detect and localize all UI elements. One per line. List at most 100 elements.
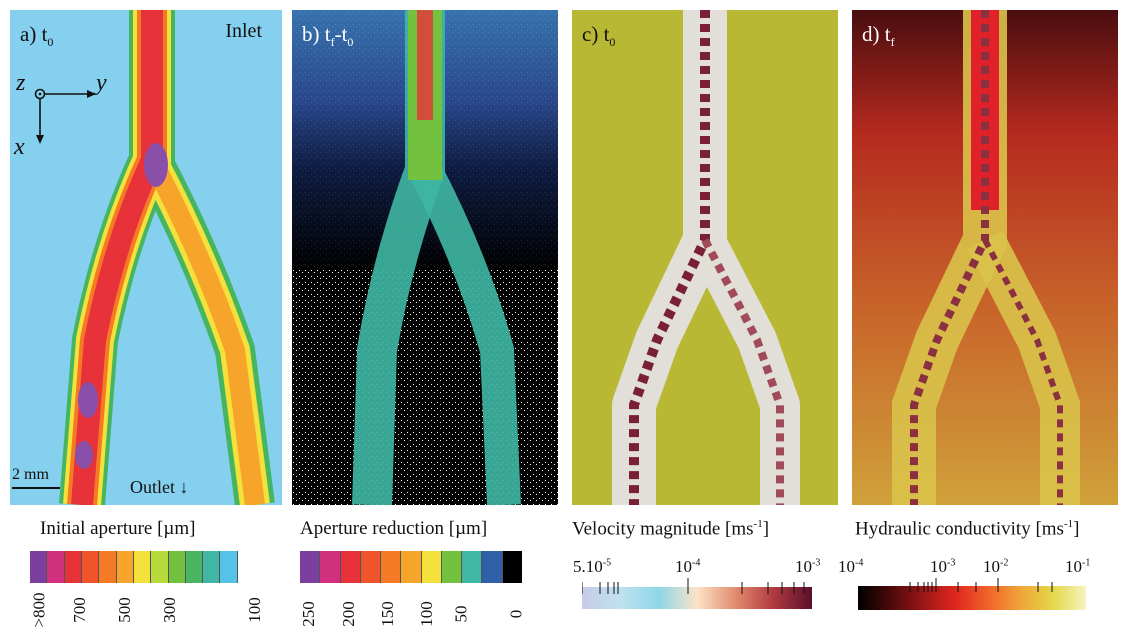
reduction-swatch-7	[440, 551, 462, 583]
velocity-title-sup: -1	[753, 518, 763, 530]
reduction-swatch-3	[359, 551, 381, 583]
panel-a-label: a) t0	[20, 22, 53, 50]
panel-c-label: c) t0	[582, 22, 615, 50]
panel-c-time-sub: 0	[609, 35, 616, 50]
conductivity-colorbar	[858, 586, 1086, 610]
panel-velocity: c) t0	[572, 10, 838, 505]
aperture-tick-label: 700	[69, 597, 89, 623]
reduction-tick-label: 0	[506, 609, 526, 619]
inlet-label: Inlet	[225, 20, 262, 42]
conductivity-tick-0: 10-4	[838, 557, 863, 577]
aperture-swatch-4	[98, 551, 116, 583]
panel-d-time: t	[884, 22, 891, 46]
panel-conductivity: d) tf	[852, 10, 1118, 505]
axis-arrows-icon	[34, 88, 96, 144]
velocity-tick-mid-sup: -4	[692, 557, 701, 569]
reduction-swatch-10	[501, 551, 522, 583]
conductivity-tick-0-sup: -4	[855, 557, 864, 569]
conductivity-tick-1-sup: -3	[947, 557, 956, 569]
panel-b-time: t	[324, 22, 331, 46]
aperture-swatch-9	[184, 551, 203, 583]
outlet-text: Outlet	[130, 477, 175, 497]
panel-initial-aperture: a) t0 Inlet z y x 2 mm Outlet ↓	[10, 10, 282, 505]
reduction-tick-label: 200	[338, 601, 358, 627]
aperture-swatch-8	[167, 551, 185, 583]
reduction-swatch-5	[400, 551, 421, 583]
scale-bar	[12, 487, 60, 489]
outlet-label: Outlet ↓	[130, 477, 189, 498]
aperture-swatch-7	[150, 551, 168, 583]
reduction-colorbar-title: Aperture reduction [µm]	[300, 518, 488, 539]
panel-b-minus-sub: 0	[347, 35, 354, 50]
aperture-map	[10, 10, 282, 505]
reduction-tick-label: 50	[451, 605, 471, 623]
velocity-tick-mid: 10-4	[675, 557, 700, 577]
reduction-tick-label: 150	[377, 601, 397, 627]
aperture-colorbar-title: Initial aperture [µm]	[40, 518, 196, 539]
aperture-swatch-11	[219, 551, 237, 583]
conductivity-tick-3-base: 10	[1065, 557, 1082, 576]
panel-b-letter: b)	[302, 22, 320, 46]
aperture-swatch-0	[30, 551, 47, 583]
velocity-title-end: ]	[762, 518, 770, 540]
velocity-tick-max: 10-3	[795, 557, 820, 577]
aperture-swatch-10	[202, 551, 220, 583]
conductivity-tick-2-sup: -2	[1000, 557, 1009, 569]
velocity-tick-mid-base: 10	[675, 557, 692, 576]
panel-a-time: t	[41, 22, 48, 46]
reduction-colorbar	[300, 551, 522, 583]
conductivity-tick-2-base: 10	[983, 557, 1000, 576]
panel-b-minus: -t	[334, 22, 348, 46]
velocity-colorbar	[582, 587, 812, 609]
axis-z-label: z	[16, 70, 26, 96]
aperture-swatch-2	[63, 551, 81, 583]
velocity-tick-min-sup: -5	[602, 557, 612, 569]
velocity-colorbar-title: Velocity magnitude [ms-1]	[572, 518, 769, 540]
aperture-swatch-1	[46, 551, 64, 583]
aperture-swatch-12	[236, 551, 255, 583]
conductivity-title-main: Hydraulic conductivity [ms	[855, 518, 1064, 540]
panel-d-letter: d)	[862, 22, 880, 46]
panel-aperture-reduction: b) tf-t0	[292, 10, 558, 505]
scale-bar-label: 2 mm	[12, 466, 49, 483]
velocity-tick-max-base: 10	[795, 557, 812, 576]
reduction-tick-label: 100	[416, 601, 436, 627]
reduction-swatch-1	[319, 551, 340, 583]
aperture-swatch-5	[115, 551, 133, 583]
velocity-title-main: Velocity magnitude [ms	[572, 518, 754, 540]
conductivity-colorbar-title: Hydraulic conductivity [ms-1]	[855, 518, 1079, 540]
conductivity-tick-3-sup: -1	[1082, 557, 1091, 569]
conductivity-tick-3: 10-1	[1065, 557, 1090, 577]
panel-d-label: d) tf	[862, 22, 895, 50]
panel-b-time-sub: f	[330, 35, 335, 50]
velocity-tick-min: 5.10-5	[573, 557, 611, 577]
panel-a-time-sub: 0	[47, 35, 54, 50]
aperture-tick-label: >800	[29, 592, 49, 628]
velocity-colorbar-ticks	[582, 578, 805, 594]
conductivity-tick-2: 10-2	[983, 557, 1008, 577]
reduction-swatch-9	[481, 551, 502, 583]
reduction-swatch-2	[339, 551, 360, 583]
axis-x-label: x	[14, 134, 25, 160]
conductivity-title-end: ]	[1073, 518, 1080, 540]
reduction-swatch-6	[420, 551, 441, 583]
aperture-tick-label: 100	[244, 597, 264, 623]
conductivity-map	[852, 10, 1118, 505]
aperture-swatch-6	[132, 551, 151, 583]
panel-d-time-sub: f	[890, 35, 895, 50]
reduction-swatch-0	[300, 551, 320, 583]
panel-b-label: b) tf-t0	[302, 22, 353, 50]
velocity-tick-min-base: 5.10	[573, 557, 603, 576]
aperture-swatch-3	[80, 551, 99, 583]
panel-c-letter: c)	[582, 22, 599, 46]
aperture-tick-label: 500	[114, 597, 134, 623]
conductivity-tick-0-base: 10	[838, 557, 855, 576]
reduction-tick-label: 250	[298, 601, 318, 627]
conductivity-tick-1: 10-3	[930, 557, 955, 577]
velocity-map	[572, 10, 838, 505]
aperture-colorbar	[30, 551, 255, 583]
panel-a-letter: a)	[20, 22, 37, 46]
reduction-map	[292, 10, 558, 505]
conductivity-tick-1-base: 10	[930, 557, 947, 576]
conductivity-title-sup: -1	[1063, 518, 1074, 530]
